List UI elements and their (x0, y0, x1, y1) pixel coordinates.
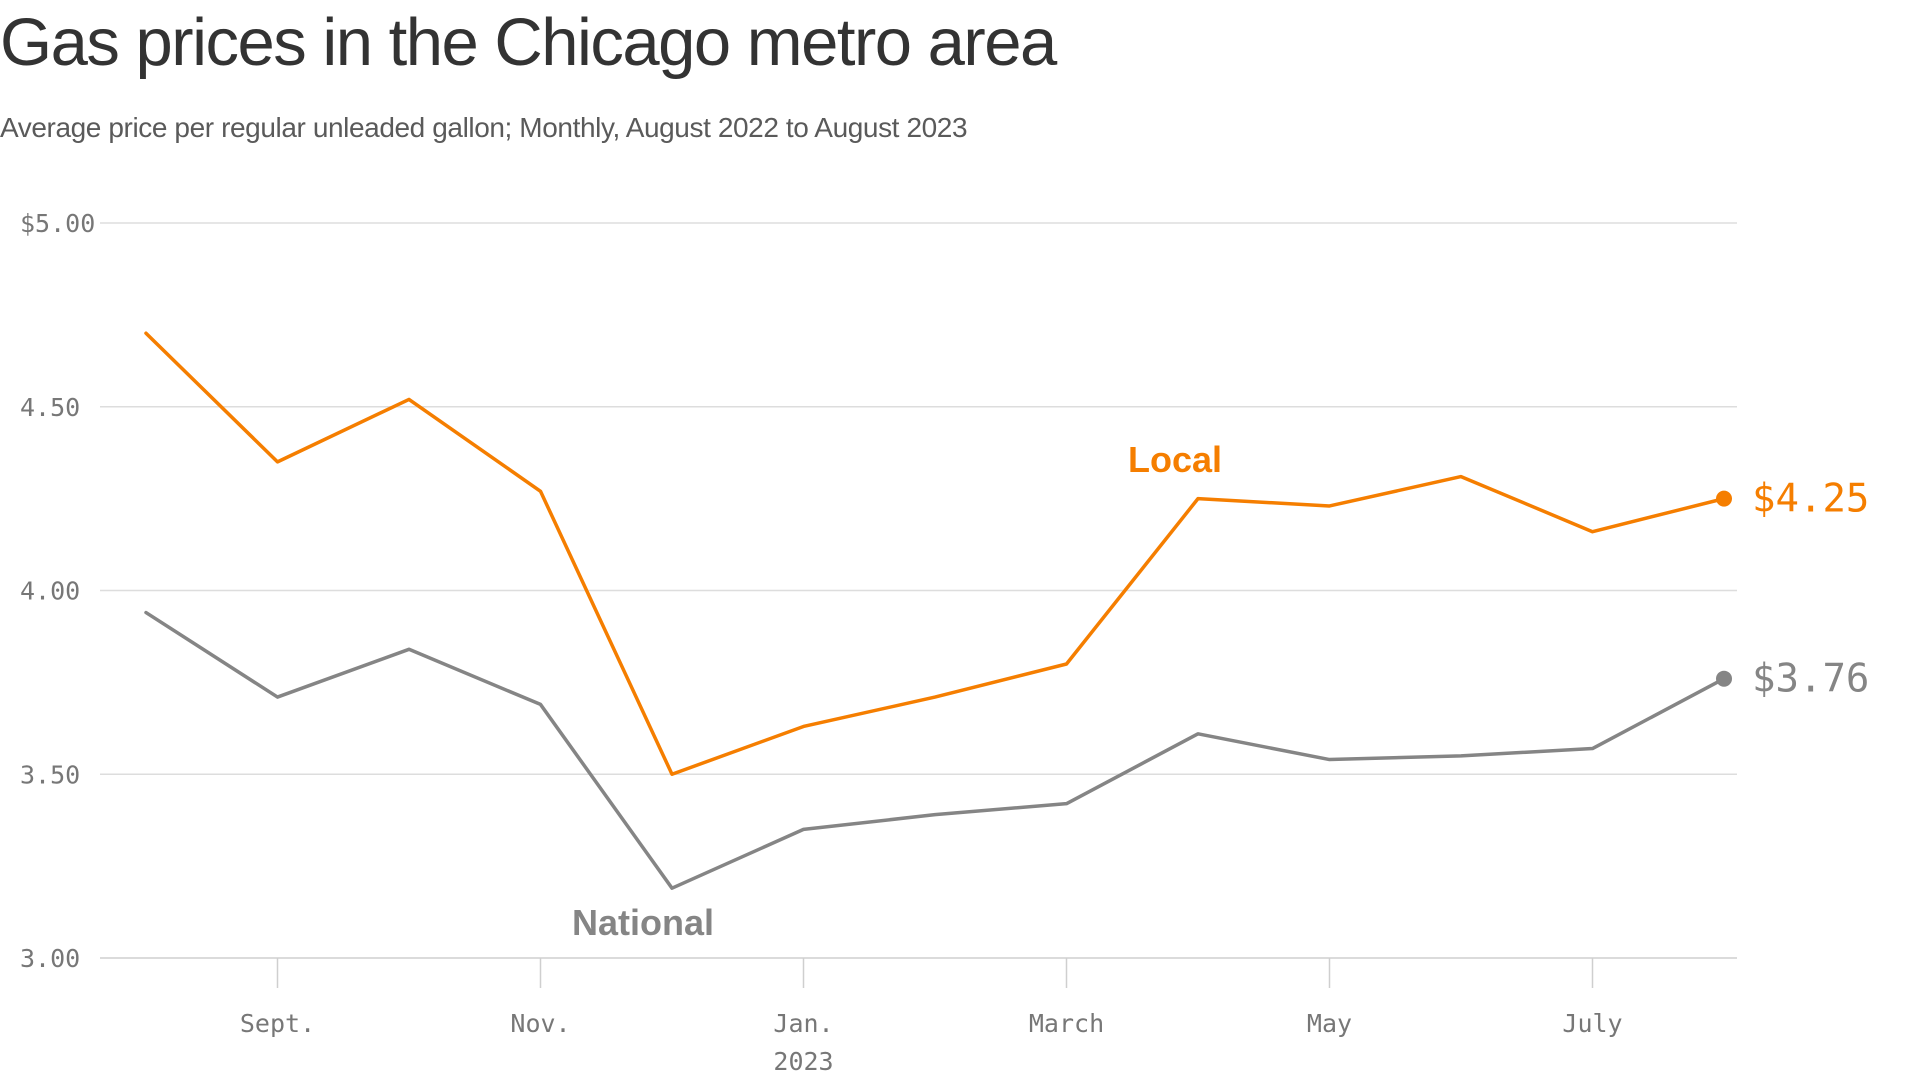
end-value-label-national: $3.76 (1752, 657, 1869, 702)
chart-subtitle: Average price per regular unleaded gallo… (0, 112, 968, 143)
y-tick-label: $5.00 (20, 209, 95, 238)
y-tick-label: 4.50 (20, 393, 80, 422)
gridlines (100, 222, 1737, 959)
x-tick-label: Nov. (510, 1009, 570, 1038)
series-label-national: National (572, 902, 714, 943)
data-point (1716, 670, 1732, 687)
x-tick-label: March (1029, 1009, 1104, 1038)
x-tick-label: Jan. (773, 1009, 833, 1038)
series-labels: $4.25 $3.76 Local National (572, 439, 1869, 943)
y-axis: $5.00 4.50 4.00 3.50 3.00 (20, 209, 95, 973)
series-line-national (144, 610, 1726, 890)
end-value-label-local: $4.25 (1752, 477, 1869, 522)
series-line-local (144, 331, 1726, 776)
x-tick-label: July (1562, 1009, 1622, 1038)
y-tick-label: 4.00 (20, 577, 80, 606)
data-point (1716, 490, 1732, 507)
y-tick-label: 3.00 (20, 944, 80, 973)
chart-title: Gas prices in the Chicago metro area (0, 5, 1057, 80)
x-tick-label: Sept. (240, 1009, 315, 1038)
series-label-local: Local (1128, 439, 1222, 480)
x-tick-label: May (1307, 1009, 1352, 1038)
series (144, 331, 1732, 890)
x-axis: Sept. Nov. Jan. March May July 2023 (240, 958, 1623, 1076)
y-tick-label: 3.50 (20, 760, 80, 789)
x-year-label: 2023 (773, 1047, 833, 1076)
